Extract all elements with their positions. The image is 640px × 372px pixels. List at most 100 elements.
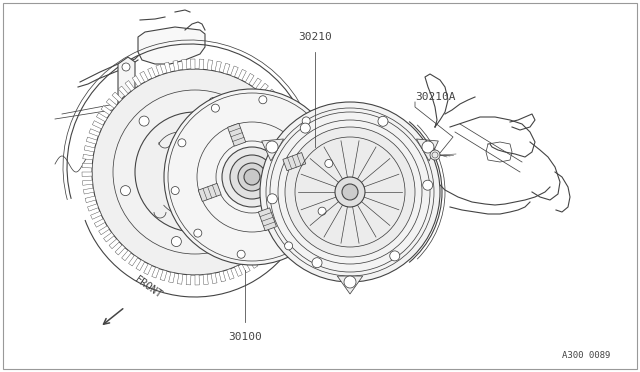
Circle shape [342, 184, 358, 200]
Polygon shape [89, 129, 100, 137]
Polygon shape [262, 248, 272, 258]
Polygon shape [276, 102, 287, 112]
Polygon shape [249, 258, 258, 268]
Polygon shape [109, 239, 120, 249]
Polygon shape [191, 59, 195, 69]
Circle shape [335, 177, 365, 207]
Circle shape [260, 102, 440, 282]
Circle shape [422, 180, 433, 190]
Text: 30100: 30100 [228, 332, 262, 342]
Polygon shape [84, 145, 95, 152]
Circle shape [390, 251, 400, 261]
Polygon shape [292, 133, 303, 140]
Polygon shape [83, 188, 94, 194]
Circle shape [209, 97, 219, 108]
Circle shape [285, 127, 415, 257]
Circle shape [194, 229, 202, 237]
Circle shape [344, 276, 356, 288]
Polygon shape [173, 60, 179, 71]
Circle shape [266, 141, 278, 153]
Circle shape [211, 104, 220, 112]
Polygon shape [177, 274, 183, 284]
Polygon shape [82, 163, 92, 168]
Polygon shape [125, 81, 134, 91]
Polygon shape [271, 95, 281, 105]
Circle shape [122, 96, 130, 104]
Polygon shape [278, 229, 289, 238]
Polygon shape [287, 215, 298, 223]
Circle shape [171, 186, 179, 195]
Polygon shape [85, 196, 96, 203]
Polygon shape [148, 68, 156, 78]
Circle shape [172, 237, 181, 247]
Circle shape [230, 155, 274, 199]
Polygon shape [138, 27, 205, 64]
Polygon shape [293, 200, 304, 207]
Polygon shape [252, 78, 261, 89]
Polygon shape [337, 276, 363, 294]
Circle shape [175, 152, 215, 192]
Polygon shape [168, 272, 175, 283]
Circle shape [422, 141, 434, 153]
Text: 30210A: 30210A [415, 92, 456, 102]
Polygon shape [281, 109, 291, 118]
Circle shape [92, 69, 298, 275]
Circle shape [312, 258, 322, 268]
Polygon shape [118, 86, 128, 96]
Text: FRONT: FRONT [133, 275, 164, 301]
Circle shape [178, 139, 186, 147]
Polygon shape [296, 150, 307, 156]
Polygon shape [82, 172, 92, 176]
Circle shape [222, 147, 282, 207]
Circle shape [122, 63, 130, 71]
Polygon shape [417, 139, 438, 161]
Text: A300 0089: A300 0089 [562, 351, 610, 360]
Polygon shape [215, 61, 221, 72]
Circle shape [244, 169, 260, 185]
Polygon shape [297, 184, 307, 190]
Polygon shape [268, 242, 278, 252]
Polygon shape [290, 208, 301, 215]
Circle shape [237, 250, 245, 258]
Circle shape [241, 218, 251, 228]
Polygon shape [298, 167, 308, 172]
Circle shape [260, 148, 269, 158]
Circle shape [135, 112, 255, 232]
Polygon shape [295, 192, 306, 198]
Polygon shape [132, 76, 141, 86]
Circle shape [113, 90, 277, 254]
Polygon shape [83, 154, 93, 160]
Polygon shape [294, 141, 305, 148]
Polygon shape [273, 236, 284, 246]
Polygon shape [259, 208, 276, 231]
Polygon shape [115, 245, 125, 255]
Polygon shape [211, 273, 217, 283]
Circle shape [139, 116, 149, 126]
Polygon shape [199, 59, 204, 69]
Polygon shape [283, 153, 306, 171]
Polygon shape [283, 222, 294, 231]
Polygon shape [129, 255, 138, 266]
Polygon shape [182, 60, 187, 70]
Polygon shape [223, 63, 230, 74]
Circle shape [238, 163, 266, 191]
Polygon shape [106, 99, 116, 108]
Polygon shape [101, 106, 111, 115]
Polygon shape [265, 89, 275, 99]
Polygon shape [94, 219, 105, 227]
Circle shape [164, 89, 340, 265]
Polygon shape [144, 264, 152, 275]
Polygon shape [118, 57, 135, 107]
Text: 30210: 30210 [298, 32, 332, 42]
Polygon shape [228, 123, 246, 146]
Circle shape [120, 186, 131, 196]
Polygon shape [289, 125, 300, 132]
Polygon shape [88, 204, 99, 211]
Polygon shape [227, 269, 234, 279]
Polygon shape [156, 64, 163, 76]
Polygon shape [92, 121, 103, 129]
Circle shape [185, 162, 205, 182]
Circle shape [430, 150, 440, 160]
Circle shape [259, 96, 267, 104]
Polygon shape [262, 139, 284, 161]
